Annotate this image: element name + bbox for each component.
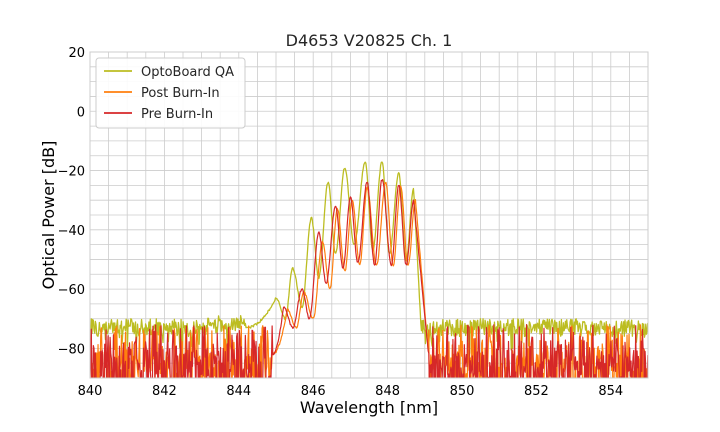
y-tick-labels: 20 0 −20 −40 −60 −80 [58, 46, 85, 357]
y-axis-label: Optical Power [dB] [39, 141, 58, 290]
legend-label-optoboard-qa: OptoBoard QA [141, 65, 234, 80]
x-tick-label: 852 [524, 384, 549, 399]
y-tick-label: −60 [58, 283, 85, 298]
x-tick-labels: 840 842 844 846 848 850 852 854 [78, 384, 624, 399]
x-tick-label: 846 [301, 384, 326, 399]
x-tick-label: 850 [450, 384, 475, 399]
y-tick-label: −80 [58, 342, 85, 357]
series-line-optoboard-qa [90, 161, 648, 358]
legend-label-pre-burn-in: Pre Burn-In [141, 107, 213, 122]
x-tick-label: 840 [78, 384, 103, 399]
legend-label-post-burn-in: Post Burn-In [141, 86, 220, 101]
x-tick-label: 848 [375, 384, 400, 399]
x-tick-label: 844 [226, 384, 251, 399]
y-tick-label: −20 [58, 165, 85, 180]
legend: OptoBoard QA Post Burn-In Pre Burn-In [95, 57, 246, 129]
y-tick-label: −40 [58, 224, 85, 239]
x-tick-label: 854 [598, 384, 623, 399]
x-tick-label: 842 [152, 384, 177, 399]
legend-box [95, 57, 246, 129]
plot-frame [89, 51, 649, 379]
x-axis-label: Wavelength [nm] [300, 398, 438, 417]
chart-title: D4653 V20825 Ch. 1 [286, 31, 453, 50]
series-layer [90, 161, 648, 378]
y-tick-label: 20 [68, 46, 85, 61]
y-tick-label: 0 [77, 105, 85, 120]
series-line-pre-burn-in [90, 179, 648, 378]
